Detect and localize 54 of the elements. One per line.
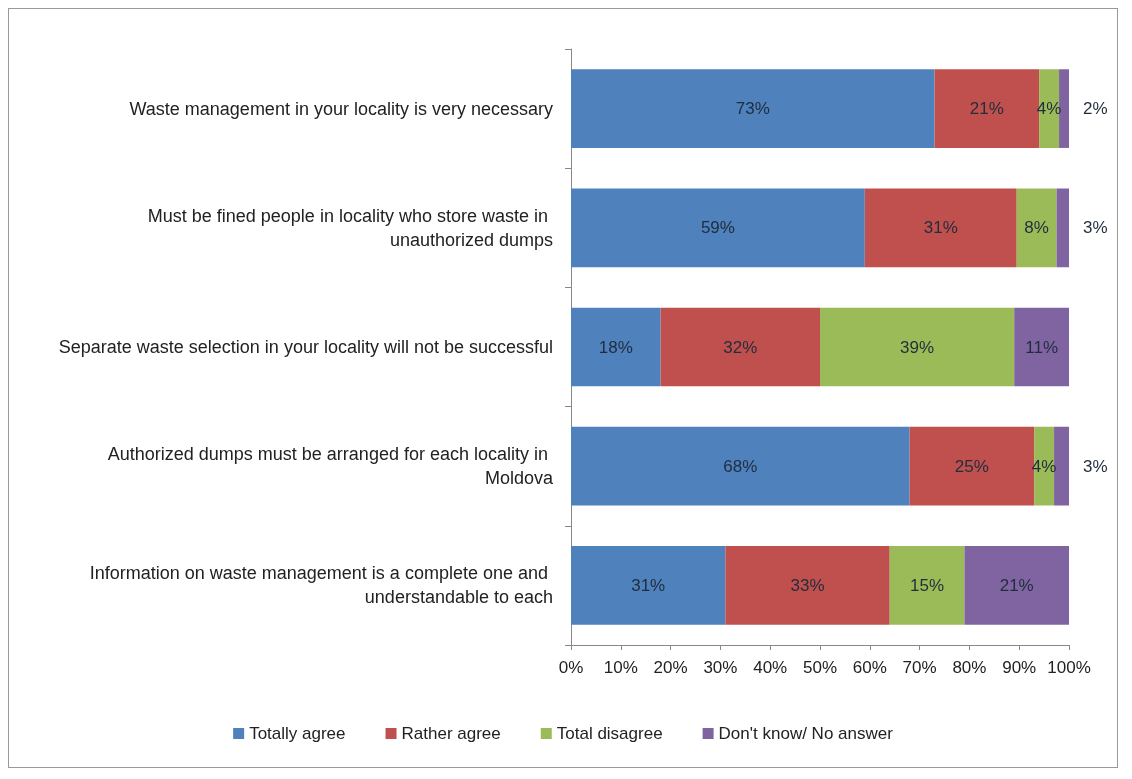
data-label: 15% (910, 575, 945, 595)
x-tick-label: 20% (653, 658, 688, 677)
data-label: 8% (1024, 218, 1049, 238)
data-label: 18% (598, 337, 633, 357)
data-label: 39% (900, 337, 935, 357)
legend-label: Totally agree (249, 724, 346, 743)
bar (1056, 188, 1069, 268)
bar (725, 546, 890, 625)
bar (571, 188, 865, 268)
x-tick-label: 90% (1002, 658, 1037, 677)
bar (1014, 307, 1069, 387)
y-tick-label: Must be fined people in locality who store waste in unauthorized dumps (147, 205, 553, 250)
y-tick-label: Waste management in your locality is very necessary (129, 98, 553, 119)
y-tick-label: Authorized dumps must be arranged for each locality in Moldova (107, 444, 554, 489)
x-tick-label: 10% (603, 658, 638, 677)
x-tick-label: 30% (703, 658, 738, 677)
data-label: 59% (700, 218, 735, 238)
bar (1059, 69, 1069, 148)
legend-label: Don't know/ No answer (718, 724, 894, 743)
bar (820, 307, 1015, 387)
x-tick-label: 70% (902, 658, 937, 677)
data-label: 32% (723, 337, 758, 357)
data-label: 3% (1083, 218, 1108, 238)
x-tick-label: 100% (1047, 658, 1091, 677)
data-label: 21% (999, 575, 1034, 595)
data-label: 3% (1083, 456, 1108, 476)
y-tick-label: Information on waste management is a complete one and understandable to each (89, 563, 553, 608)
x-tick-label: 60% (852, 658, 887, 677)
x-tick-label: 0% (558, 658, 584, 677)
data-label: 73% (735, 99, 770, 119)
data-label: 25% (954, 456, 989, 476)
data-label: 21% (969, 99, 1004, 119)
data-label: 31% (631, 575, 666, 595)
bar (571, 69, 935, 148)
legend-label: Rather agree (401, 724, 501, 743)
bar (1054, 426, 1069, 506)
y-tick-label: Separate waste selection in your locality will not be successful (58, 337, 553, 357)
x-tick-label: 40% (753, 658, 788, 677)
bar (660, 307, 820, 387)
bar (889, 546, 965, 625)
bar (571, 426, 910, 506)
x-tick-label: 50% (802, 658, 838, 677)
data-label: 31% (923, 218, 958, 238)
data-label: 68% (723, 456, 758, 476)
bar (571, 307, 661, 387)
legend-label: Total disagree (556, 724, 663, 743)
x-tick-label: 80% (952, 658, 987, 677)
bar (964, 546, 1069, 625)
bar (571, 546, 726, 625)
bar (1016, 188, 1057, 268)
data-label: 11% (1025, 337, 1058, 357)
bar (864, 188, 1017, 268)
data-label: 33% (790, 575, 825, 595)
data-label: 2% (1083, 99, 1108, 119)
